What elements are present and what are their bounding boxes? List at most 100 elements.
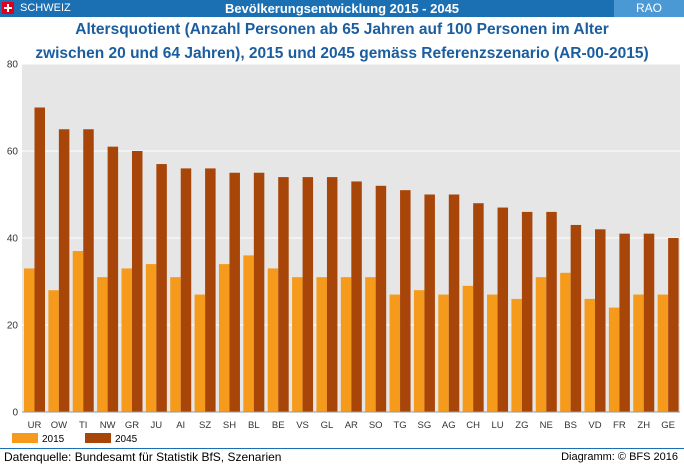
legend-label-2015: 2015 [42,434,65,445]
x-tick-label: LU [491,420,503,431]
bar-2045-GL [326,177,338,412]
x-tick-label: AG [442,420,456,431]
bar-2015-TI [72,251,84,412]
bar-2015-GR [121,268,132,412]
x-tick-label: AI [176,420,185,431]
bar-2015-ZH [633,294,644,412]
bar-2045-BL [253,172,265,412]
swiss-flag-icon [2,2,14,14]
x-tick-label: VS [296,420,309,431]
country-label: SCHWEIZ [20,2,71,14]
bar-2015-LU [487,294,498,412]
bar-2015-SH [218,264,230,412]
x-tick-label: BE [272,420,285,431]
x-tick-label: ZH [637,420,650,431]
banner-title: Bevölkerungsentwicklung 2015 - 2045 [224,1,460,16]
bar-2045-VD [595,229,606,412]
bar-2045-ZH [643,233,655,412]
legend-label-2045: 2045 [115,434,138,445]
top-banner: SCHWEIZ Bevölkerungsentwicklung 2015 - 2… [0,0,684,17]
chart-title: Altersquotient (Anzahl Personen ab 65 Ja… [0,18,684,66]
bar-2045-LU [497,207,509,412]
bar-2045-SH [229,172,240,412]
bar-2015-AR [340,277,352,412]
bar-2015-GE [657,294,669,412]
x-tick-label: VD [588,420,601,431]
x-tick-label: GR [125,420,139,431]
diagram-credit: Diagramm: © BFS 2016 [561,451,678,463]
bar-2015-SZ [194,294,206,412]
y-tick-label: 20 [7,321,19,332]
x-tick-label: BL [248,420,260,431]
bar-2015-JU [145,264,157,412]
legend-swatch-2015 [12,433,38,443]
y-tick-label: 80 [7,60,19,71]
bar-2015-OW [48,290,59,412]
bar-2015-VS [292,277,303,412]
x-tick-label: ZG [515,420,528,431]
chart-title-line-1: Altersquotient (Anzahl Personen ab 65 Ja… [75,21,609,38]
bar-2045-NE [546,211,557,412]
bar-2045-FR [619,233,630,412]
bar-2015-NW [97,277,108,412]
x-tick-label: NW [100,420,116,431]
bar-2015-UR [24,268,35,412]
bar-2015-BE [267,268,279,412]
bar-2045-ZG [521,211,533,412]
bar-2045-SZ [205,168,216,412]
bar-2015-BS [560,272,571,412]
bar-2045-BE [278,177,289,412]
chart-title-line-2: zwischen 20 und 64 Jahren), 2015 und 204… [35,45,649,62]
x-tick-label: TG [393,420,406,431]
x-tick-label: OW [51,420,67,431]
bar-2015-NE [535,277,547,412]
bar-2015-TG [389,294,401,412]
bar-2045-GE [668,238,679,412]
bar-2015-AG [438,294,449,412]
bar-2045-BS [570,224,582,412]
data-source: Datenquelle: Bundesamt für Statistik BfS… [4,450,282,464]
bar-2015-CH [462,285,474,412]
bar-2045-AG [448,194,460,412]
x-tick-label: UR [28,420,42,431]
region-tag: RAO [614,0,684,17]
footer-divider [0,448,684,449]
bar-2045-SO [375,185,387,412]
bar-2045-TI [83,129,94,412]
x-tick-label: SO [369,420,383,431]
y-tick-label: 40 [7,234,19,245]
bar-2045-GR [131,151,143,412]
x-tick-label: SH [223,420,236,431]
x-tick-label: SG [418,420,432,431]
x-tick-label: GE [661,420,675,431]
bar-2045-VS [302,177,314,412]
bar-2045-JU [156,164,167,412]
x-tick-label: BS [564,420,577,431]
x-tick-label: NE [540,420,553,431]
bar-2045-NW [107,146,119,412]
y-tick-label: 0 [12,408,18,419]
bar-2045-TG [400,190,411,412]
x-tick-label: GL [321,420,334,431]
x-tick-label: SZ [199,420,211,431]
x-tick-label: JU [151,420,163,431]
bar-2045-UR [34,107,45,412]
bar-2015-FR [608,307,620,412]
bar-2015-SO [365,277,376,412]
bar-2015-AI [170,277,181,412]
bar-2045-SG [424,194,435,412]
bar-2045-AI [180,168,192,412]
bar-2015-SG [413,290,425,412]
bar-2045-OW [58,129,70,412]
x-tick-label: FR [613,420,626,431]
bar-2045-AR [351,181,362,412]
x-tick-label: TI [79,420,87,431]
bar-2015-GL [316,277,327,412]
legend-swatch-2045 [85,433,111,443]
bar-2015-VD [584,298,596,412]
x-tick-label: CH [466,420,480,431]
bar-2045-CH [473,203,484,412]
x-tick-label: AR [345,420,358,431]
bar-2015-BL [243,255,254,412]
